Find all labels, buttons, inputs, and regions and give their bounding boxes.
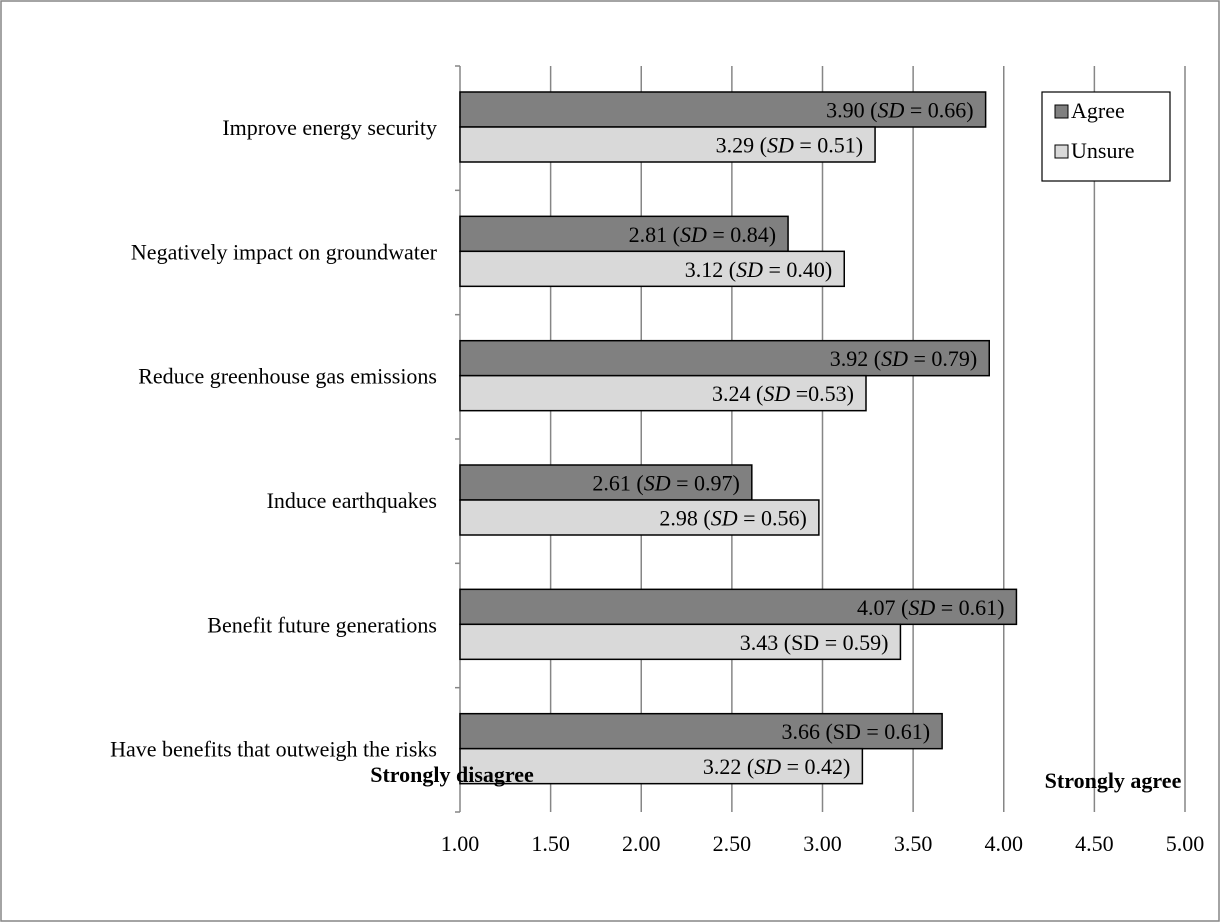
bar-unsure (459, 126, 876, 163)
category-label: Induce earthquakes (267, 488, 437, 513)
x-tick-label: 2.00 (622, 831, 661, 856)
category-label: Have benefits that outweigh the risks (110, 737, 437, 762)
x-left-note: Strongly disagree (370, 762, 534, 787)
x-tick-labels: 1.00 1.50 2.00 2.50 3.00 3.50 4.00 4.50 5.00 (441, 831, 1205, 856)
bar-label-agree: 2.81 (SD = 0.84) (629, 222, 776, 247)
bar-label-unsure: 3.43 (SD = 0.59) (740, 630, 889, 655)
bar-label-agree: 2.61 (SD = 0.97) (592, 471, 739, 496)
bar-unsure (459, 374, 867, 412)
x-tick-label: 1.50 (531, 831, 570, 856)
x-tick-label: 3.50 (894, 831, 933, 856)
bar-label-agree: 3.66 (SD = 0.61) (781, 719, 930, 744)
bar-label-unsure: 3.22 (SD = 0.42) (703, 754, 850, 779)
x-tick-label: 2.50 (713, 831, 752, 856)
bar-agree (459, 712, 943, 750)
bar-label-unsure: 3.12 (SD = 0.40) (685, 257, 832, 282)
category-label: Reduce greenhouse gas emissions (138, 364, 437, 389)
x-tick-label: 1.00 (441, 831, 480, 856)
bar-agree (459, 215, 789, 253)
legend-label-agree: Agree (1071, 98, 1125, 123)
bar-agree (459, 339, 990, 377)
x-right-note: Strongly agree (1045, 768, 1182, 793)
category-label: Improve energy security (222, 115, 437, 140)
bar-labels: 3.90 (SD = 0.66) 3.29 (SD = 0.51) 2.81 (SD… (592, 98, 1004, 780)
category-label: Benefit future generations (207, 612, 437, 637)
category-labels: Improve energy security Negatively impact… (110, 115, 438, 762)
legend-label-unsure: Unsure (1071, 138, 1135, 163)
bar-label-unsure: 2.98 (SD = 0.56) (659, 506, 806, 531)
bar-unsure (459, 747, 864, 785)
bar-label-unsure: 3.24 (SD =0.53) (712, 381, 854, 406)
bar-label-unsure: 3.29 (SD = 0.51) (716, 133, 863, 158)
bar-unsure (459, 250, 845, 288)
x-tick-label: 4.00 (985, 831, 1024, 856)
bar-unsure (459, 499, 820, 536)
legend: Agree Unsure (1041, 91, 1171, 182)
bars (459, 91, 1018, 785)
bar-agree (459, 588, 1018, 626)
legend-swatch-unsure (1054, 144, 1069, 159)
gridlines (549, 66, 1186, 812)
x-tick-label: 3.00 (803, 831, 842, 856)
x-tick-label: 4.50 (1075, 831, 1114, 856)
x-tick-label: 5.00 (1166, 831, 1205, 856)
legend-swatch-agree (1054, 104, 1069, 119)
bar-label-agree: 3.92 (SD = 0.79) (830, 346, 977, 371)
category-label: Negatively impact on groundwater (131, 239, 438, 264)
bar-unsure (459, 623, 902, 661)
bar-label-agree: 3.90 (SD = 0.66) (826, 98, 973, 123)
bar-label-agree: 4.07 (SD = 0.61) (857, 595, 1004, 620)
y-axis (455, 65, 461, 813)
